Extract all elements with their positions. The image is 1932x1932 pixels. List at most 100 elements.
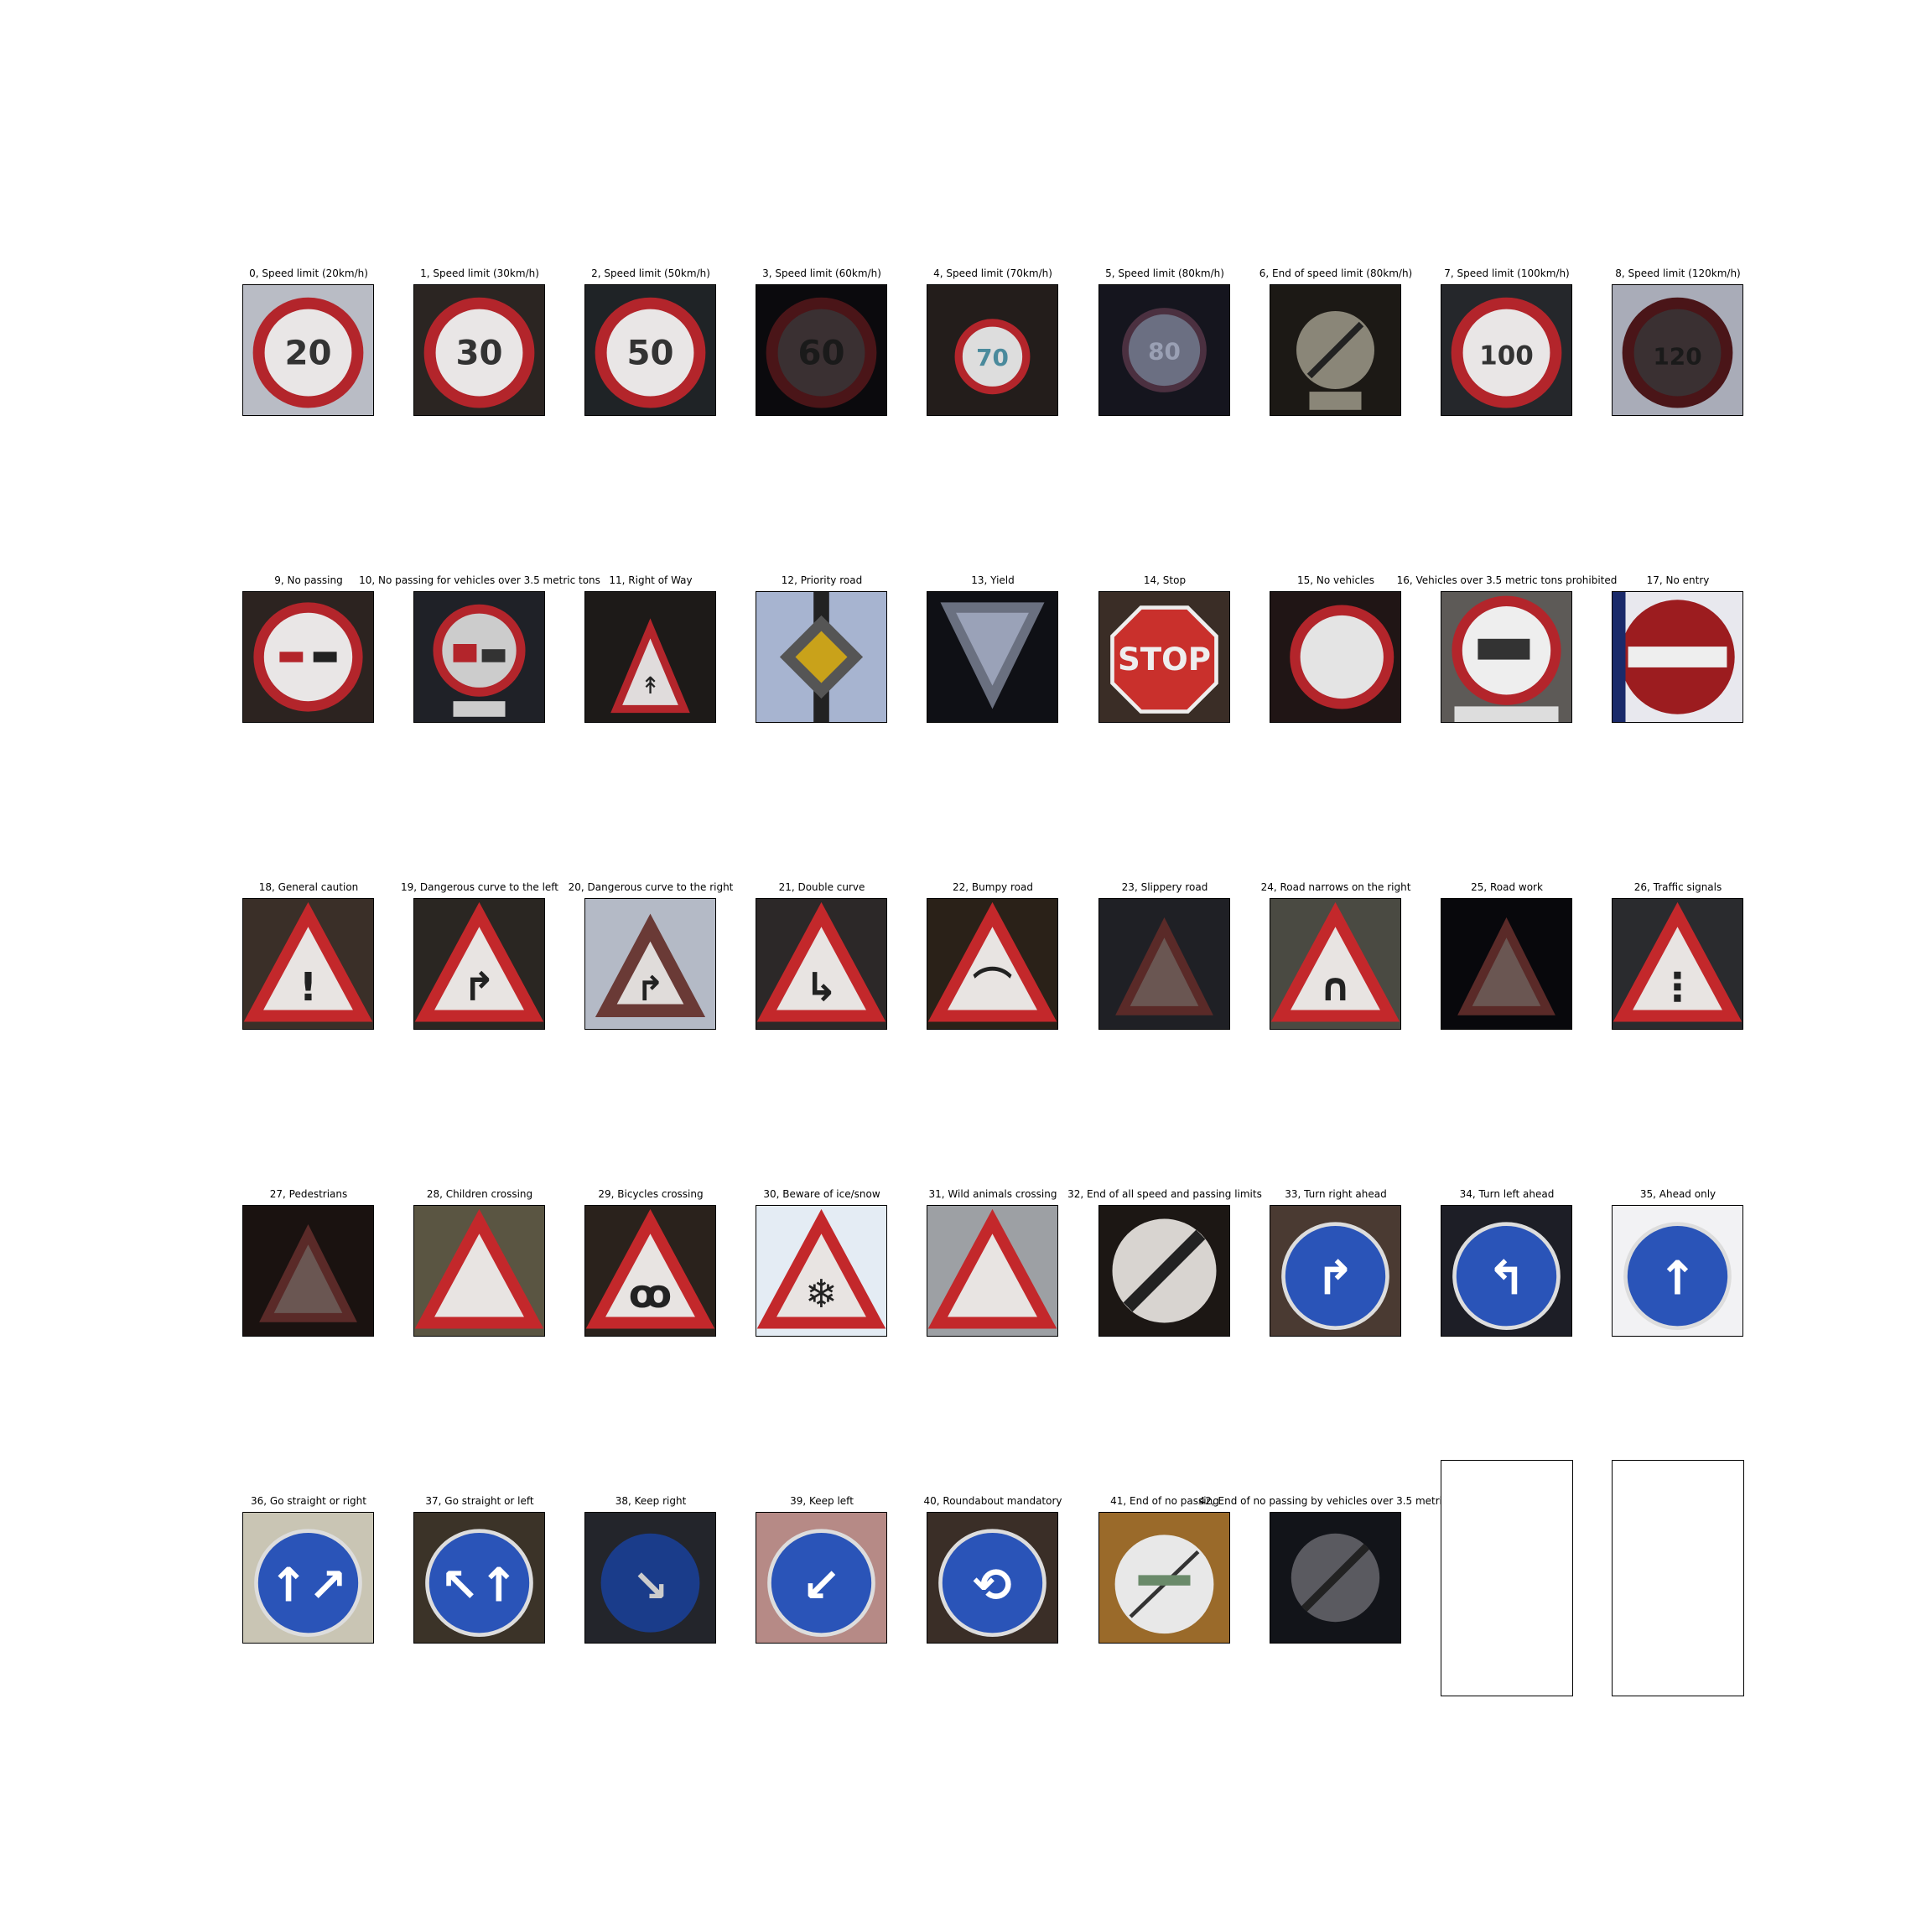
sign-image: ↘ [584, 1512, 716, 1644]
empty-axes [1612, 1460, 1744, 1696]
svg-text:↖↑: ↖↑ [440, 1558, 519, 1613]
panel-title: 0, Speed limit (20km/h) [242, 267, 375, 279]
panel-title: 30, Beware of ice/snow [756, 1188, 888, 1200]
panel-title: 20, Dangerous curve to the right [569, 881, 734, 893]
sign-image: 100 [1441, 284, 1572, 416]
panel-title-text: 5, Speed limit (80km/h) [1105, 267, 1224, 279]
panel-title: 8, Speed limit (120km/h) [1612, 267, 1744, 279]
panel-title-text: 7, Speed limit (100km/h) [1444, 267, 1570, 279]
panel-title: 37, Go straight or left [413, 1495, 546, 1507]
svg-text:STOP: STOP [1118, 641, 1211, 678]
panel-title: 34, Turn left ahead [1441, 1188, 1573, 1200]
sign-image: ❄ [756, 1205, 887, 1337]
sign-image: ↱ [584, 898, 716, 1030]
panel-title-text: 2, Speed limit (50km/h) [591, 267, 710, 279]
panel-title-text: 28, Children crossing [426, 1188, 533, 1200]
panel-title-text: 4, Speed limit (70km/h) [933, 267, 1052, 279]
svg-text:100: 100 [1479, 341, 1534, 371]
panel-title: 6, End of speed limit (80km/h) [1259, 267, 1412, 279]
sign-image: 120 [1612, 284, 1743, 416]
panel-title: 41, End of no passing [1098, 1495, 1231, 1507]
panel-title-text: 21, Double curve [778, 881, 865, 893]
panel-title: 36, Go straight or right [242, 1495, 375, 1507]
sign-image [1098, 898, 1230, 1030]
svg-text:↑: ↑ [1658, 1251, 1697, 1306]
panel-title-text: 42, End of no passing by vehicles over 3… [1198, 1495, 1473, 1507]
svg-text:30: 30 [455, 334, 502, 373]
panel-title-text: 38, Keep right [615, 1495, 687, 1507]
panel-title: 22, Bumpy road [927, 881, 1059, 893]
sign-image: ↟ [584, 591, 716, 723]
panel-title-text: 14, Stop [1143, 574, 1187, 586]
panel-title-text: 36, Go straight or right [251, 1495, 366, 1507]
panel-title-text: 13, Yield [971, 574, 1015, 586]
sign-image [1098, 1205, 1230, 1337]
panel-title: 24, Road narrows on the right [1261, 881, 1411, 893]
panel-title: 42, End of no passing by vehicles over 3… [1199, 1495, 1473, 1507]
panel-title-text: 30, Beware of ice/snow [763, 1188, 880, 1200]
svg-text:∩: ∩ [1320, 964, 1352, 1010]
sign-image [413, 591, 545, 723]
panel-title-text: 17, No entry [1646, 574, 1710, 586]
sign-image: ↱ [1270, 1205, 1401, 1337]
svg-text:↱: ↱ [463, 964, 496, 1010]
sign-image: ⟲ [927, 1512, 1058, 1644]
svg-text:❄: ❄ [805, 1271, 838, 1317]
panel-title: 35, Ahead only [1612, 1188, 1744, 1200]
sign-image: ⋮ [1612, 898, 1743, 1030]
panel-title-text: 8, Speed limit (120km/h) [1615, 267, 1741, 279]
panel-title: 5, Speed limit (80km/h) [1098, 267, 1231, 279]
panel-title-text: 32, End of all speed and passing limits [1067, 1188, 1262, 1200]
panel-title-text: 10, No passing for vehicles over 3.5 met… [359, 574, 600, 586]
sign-image [1441, 591, 1572, 723]
sign-image: ∩ [1270, 898, 1401, 1030]
sign-image [927, 591, 1058, 723]
panel-title-text: 29, Bicycles crossing [598, 1188, 704, 1200]
panel-title: 21, Double curve [756, 881, 888, 893]
svg-text:↳: ↳ [805, 964, 838, 1010]
svg-text:↑↗: ↑↗ [269, 1558, 348, 1613]
panel-title-text: 15, No vehicles [1296, 574, 1375, 586]
svg-text:80: 80 [1148, 337, 1181, 365]
sign-image: 20 [242, 284, 374, 416]
svg-text:!: ! [299, 964, 317, 1010]
sign-image: ↖↑ [413, 1512, 545, 1644]
panel-title: 3, Speed limit (60km/h) [756, 267, 888, 279]
svg-text:⋮: ⋮ [1658, 964, 1697, 1010]
sign-image: ↙ [756, 1512, 887, 1644]
panel-title-text: 37, Go straight or left [425, 1495, 534, 1507]
panel-title: 31, Wild animals crossing [927, 1188, 1059, 1200]
panel-title: 27, Pedestrians [242, 1188, 375, 1200]
sign-image [413, 1205, 545, 1337]
panel-title-text: 35, Ahead only [1639, 1188, 1716, 1200]
panel-title-text: 41, End of no passing [1110, 1495, 1219, 1507]
panel-title: 2, Speed limit (50km/h) [584, 267, 717, 279]
panel-title: 17, No entry [1612, 574, 1744, 586]
sign-image: ↰ [1441, 1205, 1572, 1337]
panel-title: 9, No passing [242, 574, 375, 586]
panel-title-text: 31, Wild animals crossing [928, 1188, 1057, 1200]
svg-text:↱: ↱ [1316, 1251, 1355, 1306]
svg-text:↱: ↱ [636, 969, 665, 1009]
panel-title-text: 24, Road narrows on the right [1260, 881, 1411, 893]
sign-image: ↑ [1612, 1205, 1743, 1337]
svg-text:20: 20 [284, 334, 331, 373]
sign-image: 60 [756, 284, 887, 416]
svg-text:120: 120 [1653, 343, 1701, 371]
panel-title-text: 22, Bumpy road [953, 881, 1033, 893]
sign-image [1270, 1512, 1401, 1644]
svg-text:70: 70 [976, 344, 1009, 371]
sign-image [1612, 591, 1743, 723]
panel-title: 7, Speed limit (100km/h) [1441, 267, 1573, 279]
panel-title-text: 33, Turn right ahead [1285, 1188, 1387, 1200]
panel-title-text: 23, Slippery road [1121, 881, 1208, 893]
panel-title-text: 20, Dangerous curve to the right [568, 881, 734, 893]
svg-text:↘: ↘ [631, 1561, 668, 1612]
svg-text:ꝏ: ꝏ [629, 1271, 672, 1317]
svg-text:↰: ↰ [1487, 1251, 1526, 1306]
panel-title-text: 18, General caution [258, 881, 359, 893]
panel-title-text: 12, Priority road [781, 574, 863, 586]
panel-title-text: 16, Vehicles over 3.5 metric tons prohib… [1396, 574, 1618, 586]
panel-title-text: 6, End of speed limit (80km/h) [1259, 267, 1413, 279]
